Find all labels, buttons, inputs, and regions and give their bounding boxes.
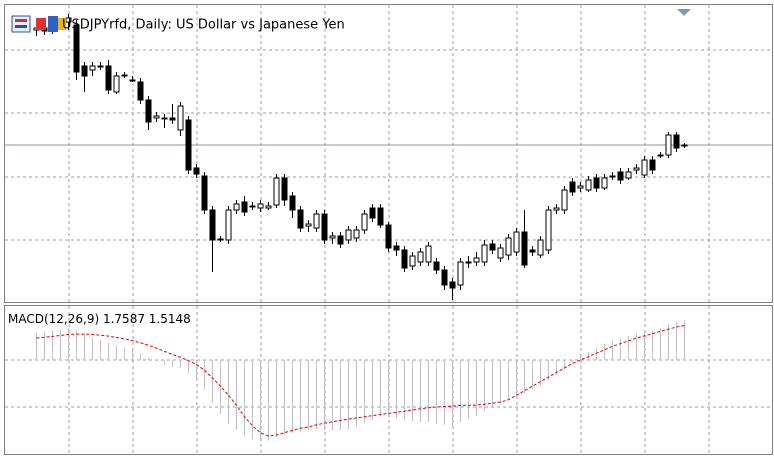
candle-body xyxy=(193,167,200,175)
candle-body xyxy=(233,203,240,211)
candle-body xyxy=(241,201,248,213)
candle-body xyxy=(569,181,576,193)
candle-body xyxy=(137,81,144,101)
candle-body xyxy=(185,119,192,171)
candle-body xyxy=(505,237,512,256)
candle-body xyxy=(625,171,632,179)
candle-body xyxy=(529,249,536,253)
macd-value: 1.7587 xyxy=(103,312,145,326)
candle-body xyxy=(617,171,624,181)
candle-body xyxy=(577,185,584,189)
main-panel-frame xyxy=(4,4,773,303)
candle-body xyxy=(657,154,664,157)
candle-body xyxy=(113,75,120,93)
candle-body xyxy=(129,79,136,82)
candle-body xyxy=(89,65,96,71)
candle-body xyxy=(449,281,456,289)
icon xyxy=(58,18,66,30)
candle-body xyxy=(169,117,176,121)
icon xyxy=(48,16,58,32)
candle-body xyxy=(305,223,312,227)
candle-body xyxy=(265,205,272,209)
plot-area xyxy=(33,14,688,441)
candle-body xyxy=(105,65,112,91)
chart-title: USDJPYrfd, Daily: US Dollar vs Japanese … xyxy=(62,18,345,33)
candle-body xyxy=(249,205,256,208)
candle-body xyxy=(345,229,352,241)
candle-body xyxy=(401,249,408,269)
candle-body xyxy=(681,144,688,147)
candle-body xyxy=(97,65,104,68)
toolbar-icons xyxy=(11,15,66,33)
candle-body xyxy=(281,177,288,201)
candle-body xyxy=(297,209,304,229)
candle-body xyxy=(433,261,440,271)
candle-body xyxy=(601,177,608,189)
candle-body xyxy=(201,175,208,211)
candle-body xyxy=(153,115,160,119)
candle-body xyxy=(321,213,328,241)
candle-body xyxy=(441,269,448,286)
candle-body xyxy=(361,213,368,231)
candle-body xyxy=(545,209,552,251)
indicator-label: MACD(12,26,9) 1.7587 1.5148 xyxy=(8,312,191,326)
candle-body xyxy=(73,24,80,73)
icon xyxy=(11,15,31,33)
candle-body xyxy=(633,167,640,171)
candle-body xyxy=(465,261,472,264)
candle-body xyxy=(497,247,504,259)
candle-body xyxy=(385,224,392,249)
icon-part xyxy=(15,19,27,22)
candle-body xyxy=(273,177,280,206)
candle-body xyxy=(353,229,360,239)
candle-body xyxy=(217,238,224,241)
icon xyxy=(36,18,46,30)
signal-line xyxy=(36,325,685,437)
candle-body xyxy=(161,117,168,120)
candle-body xyxy=(593,177,600,189)
candle-body xyxy=(513,231,520,253)
candle-body xyxy=(649,159,656,171)
signal-value: 1.5148 xyxy=(149,312,191,326)
candle-body xyxy=(489,243,496,251)
macd-panel-frame xyxy=(4,305,773,455)
candle-body xyxy=(177,105,184,131)
candle-body xyxy=(369,207,376,219)
candle-body xyxy=(417,251,424,263)
candle-body xyxy=(121,74,128,77)
candle-body xyxy=(585,179,592,191)
candle-body xyxy=(313,213,320,229)
candle-body xyxy=(81,65,88,77)
candle-body xyxy=(337,235,344,245)
candle-body xyxy=(393,245,400,251)
candle-body xyxy=(673,134,680,149)
candle-body xyxy=(289,195,296,211)
candle-body xyxy=(145,99,152,123)
candle-body xyxy=(425,245,432,263)
candle-body xyxy=(329,235,336,239)
candle-body xyxy=(553,207,560,211)
icon-part xyxy=(15,25,27,28)
candle-body xyxy=(665,134,672,156)
candle-body xyxy=(481,244,488,263)
shift-marker xyxy=(677,9,691,16)
candle-body xyxy=(473,257,480,263)
candle-body xyxy=(537,239,544,256)
candle-body xyxy=(225,209,232,241)
candle-body xyxy=(257,203,264,209)
candle-body xyxy=(609,175,616,178)
candle-body xyxy=(641,159,648,176)
candle-body xyxy=(521,231,528,266)
candle-body xyxy=(377,207,384,226)
candle-body xyxy=(209,209,216,241)
indicator-name: MACD(12,26,9) xyxy=(8,312,99,326)
candle-body xyxy=(457,261,464,286)
candle-body xyxy=(409,255,416,267)
candle-body xyxy=(561,189,568,211)
